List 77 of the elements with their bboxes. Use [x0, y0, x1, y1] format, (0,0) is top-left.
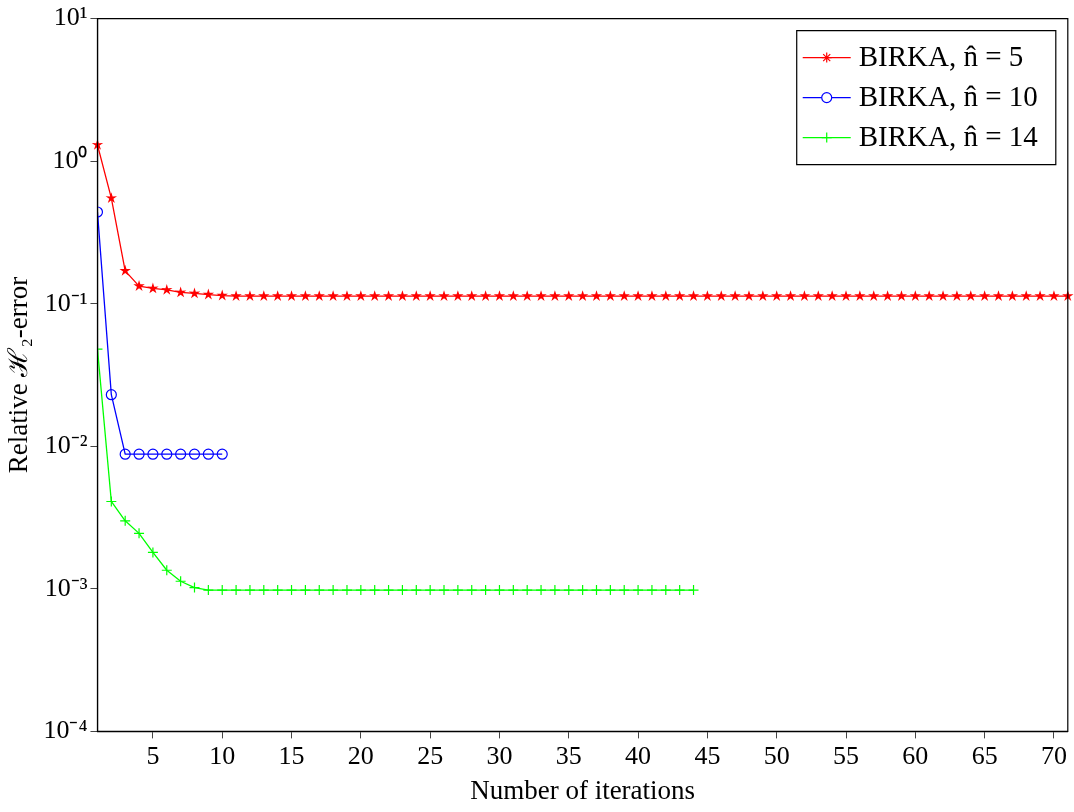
x-tick-label: 15 [278, 740, 305, 770]
point [549, 584, 561, 596]
x-axis-title: Number of iterations [470, 774, 696, 805]
y-tick-label: 10¹ [53, 2, 88, 32]
point [327, 584, 339, 596]
point [563, 584, 575, 596]
x-tick-label: 40 [625, 740, 652, 770]
point [188, 448, 201, 460]
y-tick-label: 10⁻¹ [44, 287, 88, 317]
point [674, 584, 686, 596]
point [244, 584, 256, 596]
x-tick-label: 35 [555, 740, 582, 770]
point [507, 584, 519, 596]
point [382, 584, 395, 596]
legend-label: BIRKA, n̂ = 5 [858, 40, 1024, 73]
x-tick-label: 55 [833, 740, 860, 770]
point [147, 546, 159, 559]
x-tick-label: 30 [486, 740, 513, 770]
x-tick-label: 45 [694, 740, 721, 770]
x-tick-label: 5 [146, 740, 160, 770]
point [452, 584, 464, 596]
x-tick-label: 60 [902, 740, 929, 770]
point [133, 448, 145, 460]
y-axis-title: Relative ℋ₂-error [3, 276, 34, 474]
point [604, 584, 616, 596]
y-tick-label: 10⁰ [52, 144, 88, 174]
point [216, 584, 228, 596]
x-tick-label: 10 [209, 740, 236, 770]
x-tick-label: 25 [417, 740, 444, 770]
point [424, 584, 436, 596]
point [161, 564, 173, 576]
point [216, 448, 228, 460]
point [161, 448, 173, 460]
point [480, 584, 492, 596]
x-tick-label: 70 [1040, 740, 1067, 770]
point [466, 584, 478, 596]
point [105, 495, 117, 508]
y-tick-label: 10⁻⁴ [43, 715, 88, 745]
point [105, 389, 117, 401]
x-tick-label: 65 [971, 740, 998, 770]
y-tick-label: 10⁻² [44, 430, 88, 460]
x-tick-label: 50 [763, 740, 790, 770]
point [535, 584, 547, 596]
point [175, 448, 187, 460]
point [147, 448, 159, 460]
point [590, 584, 603, 596]
point [493, 584, 506, 596]
legend-label: BIRKA, n̂ = 14 [858, 120, 1039, 153]
point [646, 584, 658, 596]
point [230, 584, 242, 596]
point [133, 527, 145, 539]
point [175, 575, 187, 587]
point [632, 584, 644, 596]
legend-label: BIRKA, n̂ = 10 [858, 80, 1038, 113]
point [258, 584, 270, 596]
point [438, 584, 450, 596]
point [119, 515, 131, 527]
point [299, 584, 311, 596]
point [313, 584, 325, 596]
point [618, 584, 630, 596]
point [410, 584, 422, 596]
point [202, 584, 214, 596]
point [577, 584, 589, 596]
point [369, 584, 381, 596]
point [202, 448, 214, 460]
point [396, 584, 409, 596]
point [272, 584, 284, 596]
point [188, 582, 201, 594]
point [341, 584, 353, 596]
point [687, 584, 700, 596]
y-tick-label: 10⁻³ [44, 572, 88, 602]
point [521, 584, 533, 596]
point [355, 584, 367, 596]
point [660, 584, 672, 596]
point [285, 584, 298, 596]
x-tick-label: 20 [347, 740, 374, 770]
point [119, 448, 131, 460]
